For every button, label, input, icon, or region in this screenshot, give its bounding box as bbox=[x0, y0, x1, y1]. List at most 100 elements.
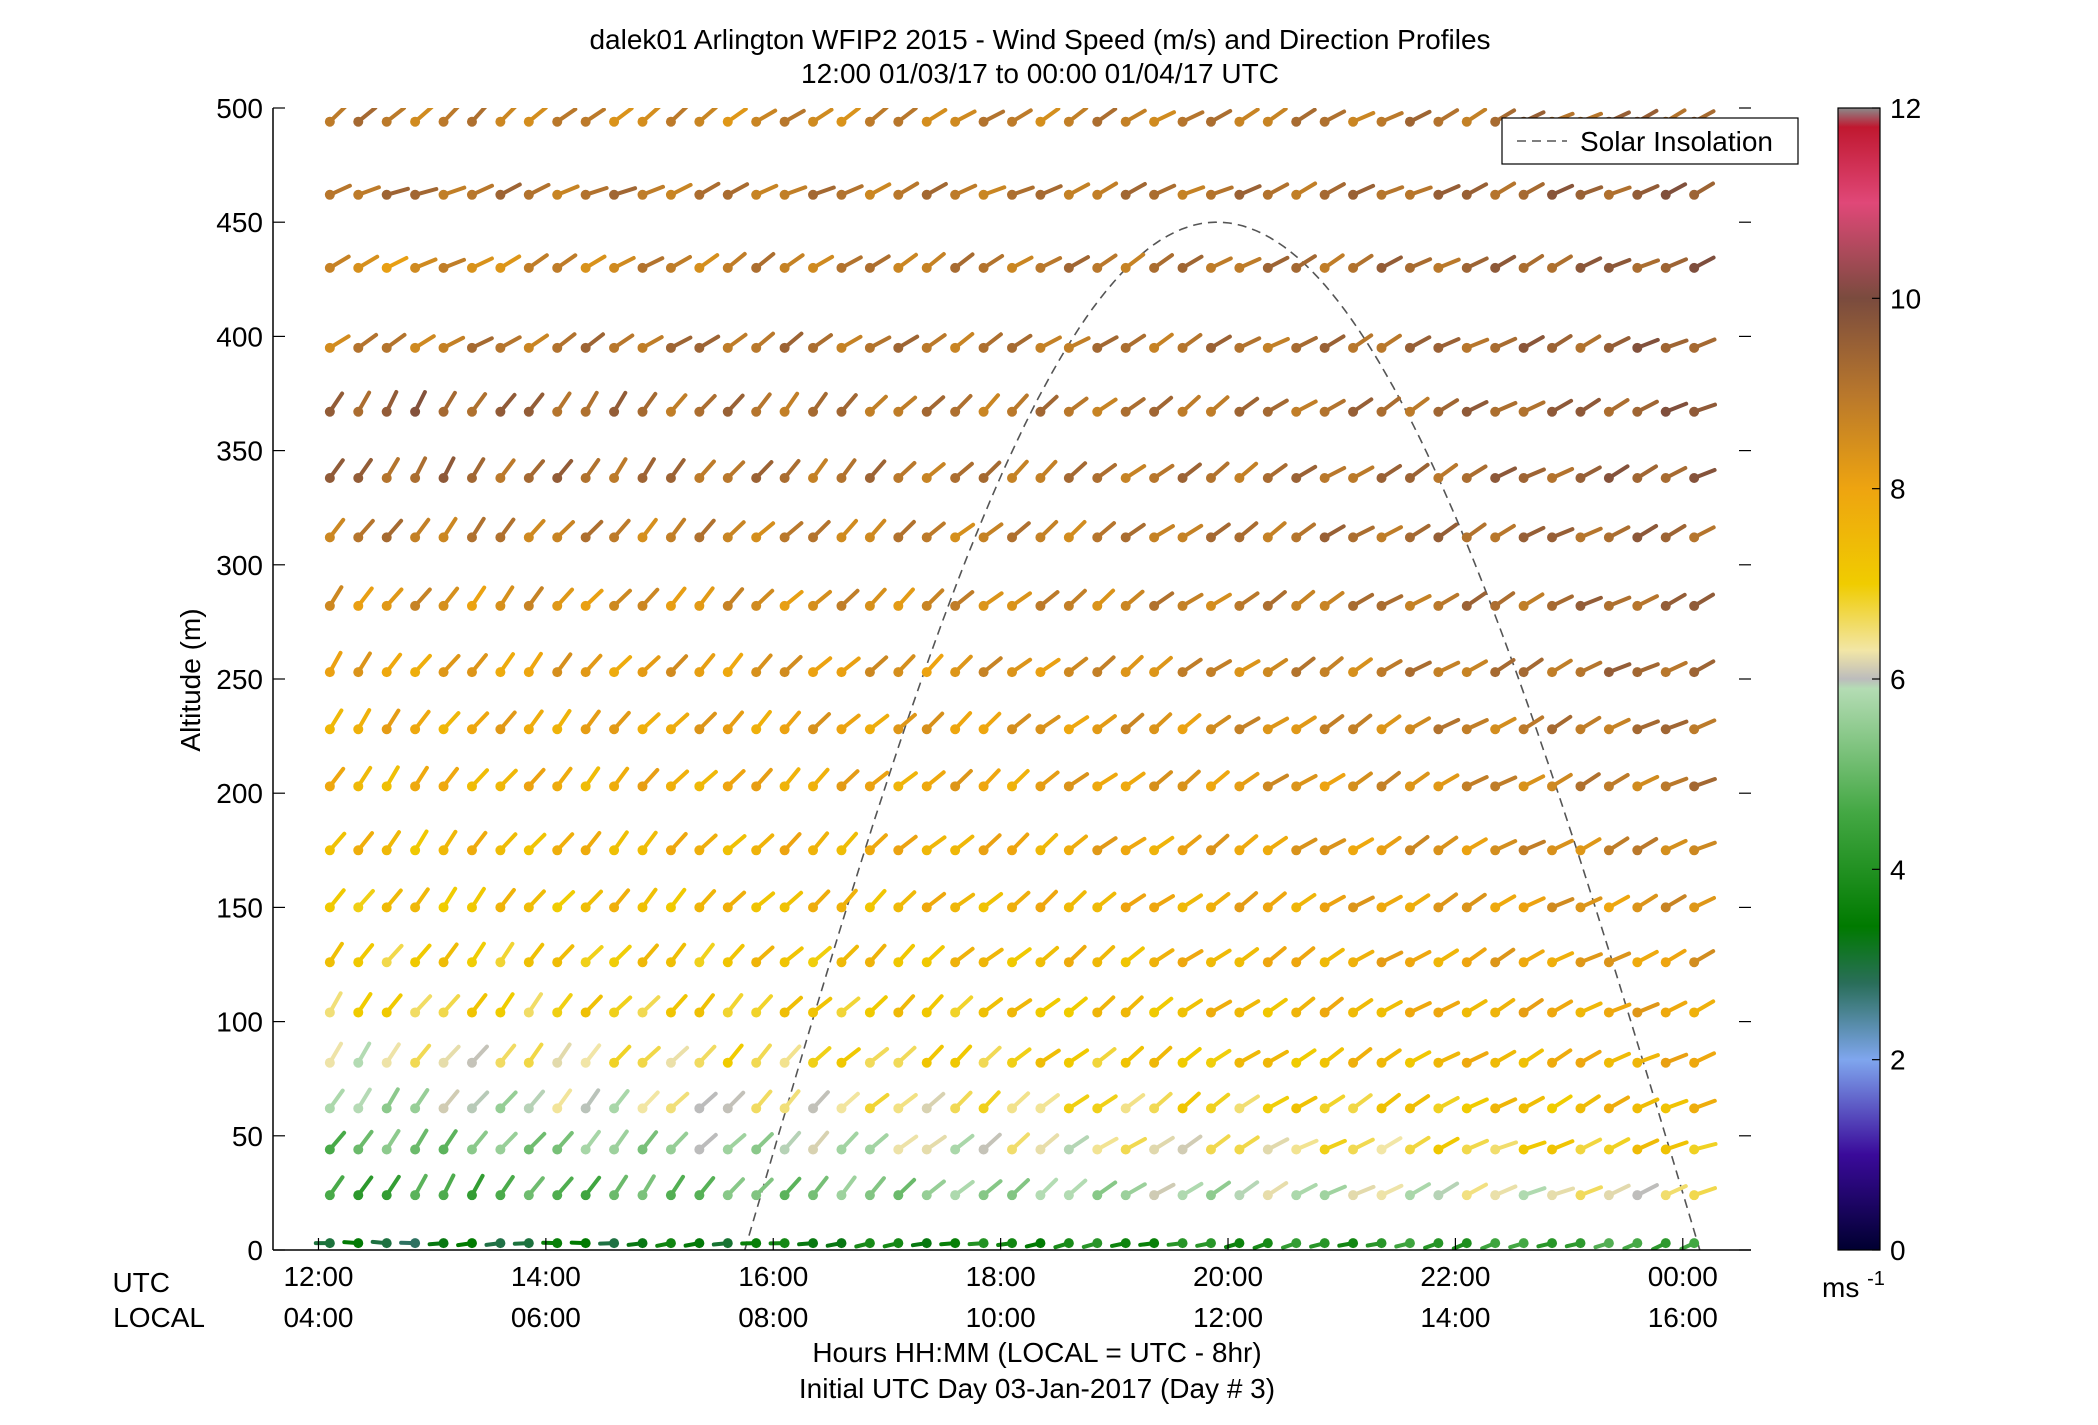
wind-barb-base bbox=[1007, 1238, 1017, 1249]
wind-barb bbox=[1205, 1134, 1231, 1155]
wind-barb bbox=[1490, 716, 1517, 735]
wind-barb bbox=[1348, 397, 1374, 417]
wind-barb bbox=[1092, 253, 1118, 273]
wind-barb-base bbox=[1433, 902, 1444, 913]
wind-barb bbox=[1063, 944, 1087, 968]
wind-barb bbox=[1404, 185, 1433, 200]
wind-barb bbox=[1205, 714, 1232, 735]
colorbar-tick-label: 4 bbox=[1890, 854, 1906, 885]
wind-barb-base bbox=[751, 1007, 762, 1018]
wind-barb bbox=[1376, 714, 1402, 735]
wind-barb-base bbox=[1348, 781, 1359, 792]
x-tick-label-local: 04:00 bbox=[283, 1302, 353, 1333]
wind-barb bbox=[1205, 999, 1233, 1018]
wind-barb bbox=[438, 994, 461, 1018]
wind-barb-base bbox=[609, 902, 620, 913]
wind-barb bbox=[1376, 1048, 1402, 1068]
wind-barb-base bbox=[1547, 532, 1558, 543]
wind-barb bbox=[1603, 1051, 1631, 1068]
wind-barb bbox=[893, 890, 917, 913]
wind-barb-base bbox=[1234, 1057, 1245, 1068]
wind-barb-base bbox=[1575, 667, 1586, 678]
wind-barb bbox=[1575, 256, 1603, 273]
wind-barb-base bbox=[1433, 667, 1444, 678]
wind-barb bbox=[1518, 896, 1546, 913]
wind-barb-base bbox=[1575, 406, 1586, 417]
wind-barb-base bbox=[466, 902, 477, 913]
wind-barb bbox=[1092, 1094, 1118, 1114]
wind-barb bbox=[1291, 1048, 1317, 1068]
wind-barb-base bbox=[1063, 600, 1074, 611]
wind-barb-base bbox=[808, 1238, 819, 1249]
wind-barb-base bbox=[1177, 1103, 1188, 1114]
wind-barb bbox=[779, 391, 800, 417]
wind-barb-base bbox=[1007, 116, 1017, 127]
wind-barb-base bbox=[381, 473, 392, 484]
wind-barb bbox=[1120, 1093, 1146, 1114]
wind-barb bbox=[1063, 834, 1088, 856]
wind-barb-base bbox=[978, 1007, 989, 1018]
wind-barb bbox=[1262, 997, 1288, 1018]
wind-barb bbox=[921, 1091, 946, 1114]
wind-barb bbox=[1007, 947, 1032, 968]
wind-barb bbox=[1063, 588, 1087, 611]
wind-barb bbox=[466, 1090, 490, 1114]
wind-barb bbox=[808, 108, 834, 127]
wind-barb-base bbox=[1291, 957, 1302, 968]
wind-barb-base bbox=[1291, 1007, 1302, 1018]
wind-barb bbox=[836, 588, 860, 611]
wind-barb bbox=[1337, 1238, 1359, 1249]
wind-barb bbox=[751, 392, 772, 417]
wind-barb-base bbox=[1660, 189, 1671, 200]
wind-barb-base bbox=[1177, 473, 1188, 484]
wind-barb-base bbox=[1689, 262, 1700, 273]
wind-barb bbox=[694, 889, 717, 913]
wind-barb-base bbox=[1234, 667, 1245, 678]
wind-barb bbox=[569, 1238, 591, 1249]
wind-barb-base bbox=[751, 1057, 762, 1068]
wind-barb-base bbox=[1547, 473, 1558, 484]
wind-barb bbox=[1547, 838, 1574, 856]
wind-barb bbox=[1063, 1048, 1090, 1068]
wind-barb bbox=[722, 943, 745, 968]
wind-barb bbox=[353, 390, 372, 417]
wind-barb-base bbox=[1063, 1144, 1074, 1155]
wind-barb-base bbox=[438, 957, 449, 968]
wind-barb-base bbox=[1319, 1103, 1330, 1114]
wind-barb bbox=[722, 652, 744, 678]
wind-barb-base bbox=[1319, 845, 1330, 856]
wind-barb bbox=[1319, 1047, 1344, 1068]
wind-barb-base bbox=[1518, 189, 1529, 200]
x-axis-ticks: 12:0004:0014:0006:0016:0008:0018:0010:00… bbox=[283, 1238, 1718, 1333]
wind-barb bbox=[1319, 109, 1347, 127]
wind-barb-base bbox=[751, 845, 762, 856]
wind-barb-base bbox=[410, 532, 421, 543]
wind-barb-base bbox=[1092, 1238, 1103, 1249]
wind-barb-base bbox=[779, 1190, 790, 1201]
wind-barb-base bbox=[893, 957, 904, 968]
wind-barb-base bbox=[779, 116, 790, 127]
wind-barb bbox=[1348, 1184, 1376, 1201]
wind-barb bbox=[808, 996, 833, 1018]
wind-barb bbox=[1348, 1093, 1373, 1114]
wind-barb-base bbox=[580, 189, 591, 200]
wind-barb-base bbox=[466, 845, 477, 856]
wind-barb bbox=[1433, 592, 1460, 611]
legend-label: Solar Insolation bbox=[1580, 126, 1773, 157]
wind-barb bbox=[353, 586, 374, 611]
wind-barb-base bbox=[1490, 957, 1501, 968]
wind-barb-base bbox=[1490, 667, 1501, 678]
wind-barb-base bbox=[1348, 1007, 1359, 1018]
wind-barb-base bbox=[836, 116, 847, 127]
wind-barb bbox=[580, 458, 601, 484]
wind-barb bbox=[353, 889, 375, 913]
wind-barb bbox=[1234, 947, 1260, 968]
wind-barb bbox=[495, 182, 522, 200]
wind-barb bbox=[1490, 1049, 1517, 1068]
wind-barb bbox=[836, 944, 859, 968]
wind-barb bbox=[1518, 774, 1546, 792]
wind-barb-base bbox=[1234, 1103, 1245, 1114]
wind-barb-base bbox=[1177, 845, 1188, 856]
wind-barb bbox=[921, 711, 945, 735]
